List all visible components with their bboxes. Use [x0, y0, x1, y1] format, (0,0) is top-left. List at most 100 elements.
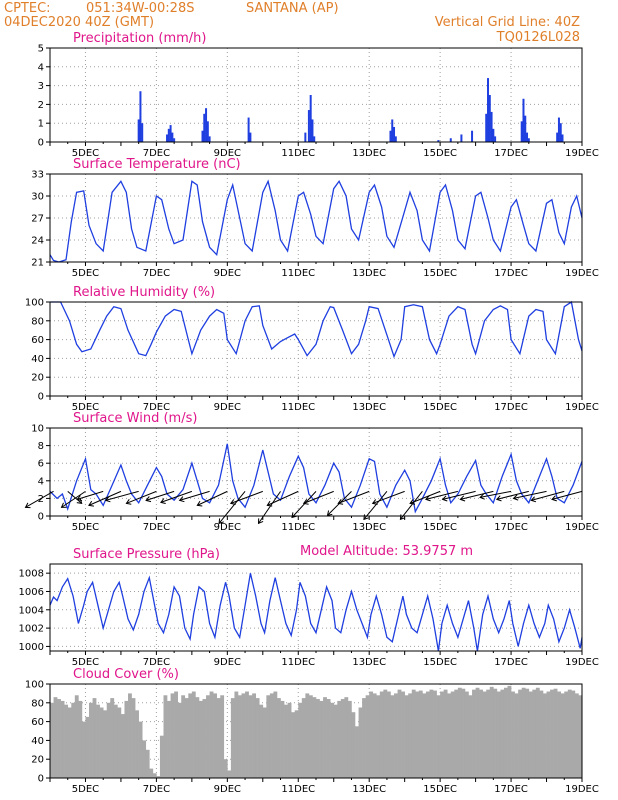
cloud-bar [319, 700, 324, 778]
wind-arrow [496, 490, 529, 500]
precip-xtick-label: 19DEC [565, 148, 599, 159]
cloud-bar [326, 699, 331, 778]
precip-bar [169, 125, 172, 142]
wind-arrow [77, 490, 104, 500]
cloud-bar [308, 695, 313, 778]
cloud-bar [482, 691, 487, 778]
precip-bar [304, 132, 307, 142]
cloud-bar [216, 698, 221, 778]
cloud-bar [390, 695, 395, 778]
wind-arrow-head [88, 500, 94, 507]
rh-xtick-label: 7DEC [143, 402, 170, 413]
cloud-bar [103, 710, 108, 778]
temp-ytick-label: 33 [31, 170, 44, 181]
cloud-bar [567, 689, 572, 778]
rh-ytick-label: 40 [31, 354, 44, 365]
cloud-bar [198, 700, 203, 778]
wind-arrow-head [371, 499, 378, 505]
rh-xtick-label: 17DEC [494, 402, 528, 413]
precip-bar [485, 113, 488, 142]
temp-xtick-label: 11DEC [281, 268, 315, 279]
precip-ytick-label: 1 [38, 119, 44, 130]
cloud-bar [142, 740, 147, 778]
cloud-bar [347, 700, 352, 778]
cloud-ytick-label: 0 [38, 774, 44, 785]
rh-ytick-label: 100 [25, 298, 44, 309]
cloud-bar [535, 687, 540, 778]
cloud-xtick-label: 13DEC [352, 784, 386, 795]
cloud-xtick-label: 9DEC [214, 784, 241, 795]
precip-xtick-label: 17DEC [494, 148, 528, 159]
cloud-bar [67, 707, 72, 778]
cloud-bar [120, 714, 125, 778]
cloud-bar [85, 716, 90, 778]
cloud-bar [468, 695, 473, 778]
cloud-bar [362, 698, 366, 778]
cloud-bar [450, 691, 455, 778]
cloud-bar [440, 691, 444, 778]
cloud-bar [188, 693, 193, 778]
rh-panel: Relative Humidity (%) 0 20 40 60 80 100 5DEC 7DE… [25, 285, 599, 413]
precip-frame [49, 47, 583, 143]
cloud-bar [358, 707, 363, 778]
wind-arrow-head [266, 500, 273, 507]
pres-xtick-label: 19DEC [565, 657, 599, 668]
header-run-date: 04DEC2020 40Z (GMT) [4, 15, 154, 30]
cloud-bar [138, 721, 143, 778]
cloud-bar [159, 735, 164, 778]
rh-xtick-label: 5DEC [72, 402, 99, 413]
wind-arrow-head [409, 499, 416, 505]
precip-bar [391, 119, 394, 142]
precip-bar [309, 95, 312, 142]
cloud-bar [273, 691, 278, 778]
wind-arrow-head [459, 495, 466, 502]
wind-arrow [513, 490, 547, 499]
cloud-bar [564, 691, 569, 778]
cloud-bar [298, 702, 303, 778]
wind-xtick-label: 17DEC [494, 522, 528, 533]
wind-arrow [409, 490, 441, 504]
pres-title: Surface Pressure (hPa) [73, 547, 220, 562]
cloud-bar [276, 698, 281, 778]
precip-bar [488, 95, 491, 142]
cloud-ytick-label: 60 [31, 717, 44, 728]
cloud-bar [266, 695, 271, 778]
cloud-bar [174, 691, 178, 778]
pres-xtick-label: 11DEC [281, 657, 315, 668]
cloud-bar [149, 768, 154, 778]
cloud-bar [539, 690, 544, 778]
precip-bar [449, 138, 452, 142]
wind-arrow [179, 490, 210, 501]
cloud-bar [152, 773, 157, 778]
cloud-bar [96, 704, 100, 778]
wind-arrow-head [60, 502, 67, 508]
wind-arrow-head [160, 498, 166, 504]
cloud-bar [365, 695, 370, 778]
cloud-bar [124, 700, 129, 778]
pres-ytick-label: 1008 [19, 569, 44, 580]
precip-ytick-label: 4 [38, 62, 44, 73]
temp-xtick-label: 9DEC [214, 268, 241, 279]
precip-bar [166, 134, 169, 142]
cloud-bar [74, 695, 79, 778]
cloud-bar [333, 704, 338, 778]
cloud-bar [425, 691, 430, 778]
cloud-xtick-label: 19DEC [565, 784, 599, 795]
temp-ytick-label: 27 [31, 214, 44, 225]
cloud-bar [156, 776, 161, 778]
cloud-bar [291, 712, 296, 778]
precip-bar [522, 98, 525, 142]
wind-arrow-head [551, 495, 557, 502]
precip-bar [471, 130, 474, 142]
cloud-bar [167, 700, 171, 778]
cloud-bar [234, 691, 239, 778]
rh-ytick-label: 20 [31, 373, 44, 384]
cloud-bar [454, 689, 459, 778]
wind-arrow [363, 491, 388, 520]
pres-xtick-label: 5DEC [72, 657, 99, 668]
cloud-bar [493, 688, 498, 778]
wind-xtick-label: 5DEC [72, 522, 99, 533]
wind-arrow [61, 490, 86, 508]
temp-ytick-label: 21 [31, 258, 44, 269]
cloud-bar [475, 687, 480, 778]
